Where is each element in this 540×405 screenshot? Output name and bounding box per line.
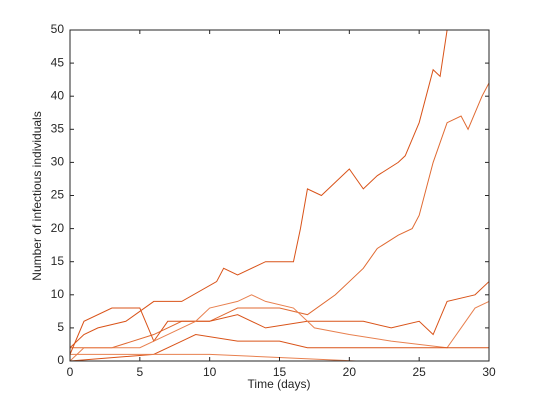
y-tick-label: 5	[57, 320, 64, 334]
y-tick-label: 30	[51, 155, 65, 169]
y-tick-label: 0	[57, 353, 64, 367]
series-line	[69, 29, 448, 349]
plot-box	[69, 29, 490, 362]
y-tick-label: 25	[51, 188, 65, 202]
x-tick-label: 5	[136, 365, 143, 379]
y-tick-label: 50	[51, 22, 65, 36]
y-tick-label: 20	[51, 221, 65, 235]
x-tick-label: 10	[203, 365, 217, 379]
x-tick-label: 15	[273, 365, 287, 379]
y-tick-label: 15	[51, 254, 65, 268]
series-line	[69, 281, 490, 355]
x-tick-label: 0	[67, 365, 74, 379]
series-line	[69, 334, 489, 362]
series-line	[69, 294, 490, 362]
series-line	[70, 353, 357, 362]
y-tick-label: 10	[51, 287, 65, 301]
y-axis-label: Number of infectious individuals	[30, 111, 44, 280]
y-tick-label: 45	[51, 55, 65, 69]
x-tick-label: 25	[412, 365, 426, 379]
y-tick-label: 40	[51, 88, 65, 102]
x-axis-label: Time (days)	[248, 377, 311, 391]
y-tick-label: 35	[51, 121, 65, 135]
x-tick-label: 20	[343, 365, 357, 379]
x-tick-label: 30	[482, 365, 496, 379]
